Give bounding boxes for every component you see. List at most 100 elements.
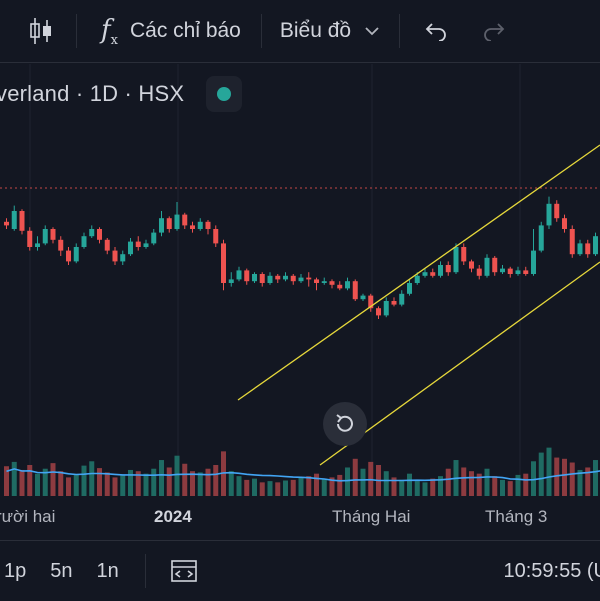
volume-bar — [260, 482, 265, 496]
candle-body — [159, 218, 164, 232]
channel-upper-line — [238, 145, 600, 400]
toolbar-divider — [76, 14, 77, 48]
candle-body — [299, 278, 304, 282]
candle-body — [392, 301, 397, 305]
volume-bar — [144, 474, 149, 496]
candle-body — [415, 276, 420, 283]
candle-body — [105, 240, 110, 251]
chart-style-button[interactable] — [24, 0, 58, 62]
volume-bar — [175, 456, 180, 496]
volume-bar — [500, 480, 505, 496]
volume-bar — [252, 479, 257, 496]
candle-body — [430, 272, 435, 276]
candle-body — [74, 247, 79, 261]
volume-bar — [283, 481, 288, 497]
candle-body — [578, 243, 583, 254]
candle-body — [516, 270, 521, 274]
volume-bar — [244, 480, 249, 496]
candle-body — [337, 285, 342, 289]
toolbar-divider — [399, 14, 400, 48]
volume-bar — [508, 481, 513, 496]
candle-body — [562, 218, 567, 229]
volume-bar — [182, 464, 187, 496]
candle-body — [35, 243, 40, 247]
candle-body — [136, 242, 141, 247]
candle-body — [190, 225, 195, 229]
volume-bar — [97, 468, 102, 496]
candle-body — [500, 269, 505, 273]
volume-bar — [345, 467, 350, 496]
volume-bar — [159, 460, 164, 496]
candle-body — [585, 243, 590, 254]
volume-bar — [562, 459, 567, 496]
candle-body — [407, 283, 412, 294]
candle-body — [4, 222, 9, 226]
candle-body — [221, 243, 226, 283]
indicators-label: Các chỉ báo — [130, 19, 241, 43]
volume-bar — [198, 472, 203, 496]
candle-body — [314, 279, 319, 283]
market-status-button[interactable] — [206, 76, 242, 112]
redo-button[interactable] — [482, 0, 506, 62]
candle-body — [66, 251, 71, 262]
volume-bar — [485, 469, 490, 496]
reset-chart-button[interactable] — [323, 402, 367, 446]
top-toolbar: fx Các chỉ báo Biểu đồ — [0, 0, 600, 63]
volume-bar — [35, 474, 40, 496]
compare-dates-icon[interactable] — [170, 558, 198, 584]
toolbar-divider — [261, 14, 262, 48]
candle-body — [113, 251, 118, 262]
volume-bar — [415, 481, 420, 496]
volume-bar — [66, 477, 71, 496]
volume-bar — [384, 471, 389, 496]
volume-bar — [593, 460, 598, 496]
volume-bar — [469, 471, 474, 496]
undo-button[interactable] — [424, 0, 448, 62]
volume-bar — [82, 466, 87, 496]
x-axis-label: Tháng Hai — [332, 507, 410, 527]
candle-body — [82, 236, 87, 247]
volume-bar — [407, 474, 412, 496]
candle-body — [244, 270, 249, 281]
candle-body — [229, 279, 234, 283]
volume-bar — [74, 475, 79, 496]
candle-body — [182, 215, 187, 226]
volume-bar — [492, 476, 497, 496]
candle-body — [454, 247, 459, 272]
volume-bar — [516, 475, 521, 496]
volume-bar — [151, 469, 156, 496]
candle-body — [508, 269, 513, 274]
x-axis-label: 2024 — [154, 507, 192, 527]
candle-body — [198, 222, 203, 229]
symbol-title[interactable]: verland · 1D · HSX — [0, 81, 184, 107]
candle-body — [120, 254, 125, 261]
candle-body — [547, 204, 552, 226]
range-1n[interactable]: 1n — [97, 560, 119, 583]
volume-bar — [446, 469, 451, 496]
candle-body — [89, 229, 94, 236]
x-axis-label: rười hai — [0, 507, 55, 527]
volume-bar — [113, 477, 118, 496]
candle-body — [477, 269, 482, 276]
candle-body — [275, 276, 280, 280]
range-1p[interactable]: 1p — [4, 560, 26, 583]
bottom-bar: 1p 5n 1n 10:59:55 (U — [0, 540, 600, 601]
volume-bar — [531, 461, 536, 496]
candle-body — [128, 242, 133, 255]
bottom-divider — [145, 554, 146, 588]
candle-body — [291, 276, 296, 281]
volume-bar — [237, 476, 242, 496]
indicators-button[interactable]: fx Các chỉ báo — [101, 0, 241, 62]
volume-bar — [213, 465, 218, 496]
candle-body — [283, 276, 288, 280]
volume-bar — [322, 479, 327, 496]
volume-bar — [299, 477, 304, 496]
range-5n[interactable]: 5n — [50, 560, 72, 583]
candle-body — [361, 296, 366, 300]
candle-body — [330, 281, 335, 285]
candle-body — [252, 274, 257, 281]
clock-time[interactable]: 10:59:55 (U — [503, 560, 600, 583]
candle-body — [97, 229, 102, 240]
volume-bar — [229, 471, 234, 496]
chart-type-button[interactable]: Biểu đồ — [280, 0, 379, 62]
